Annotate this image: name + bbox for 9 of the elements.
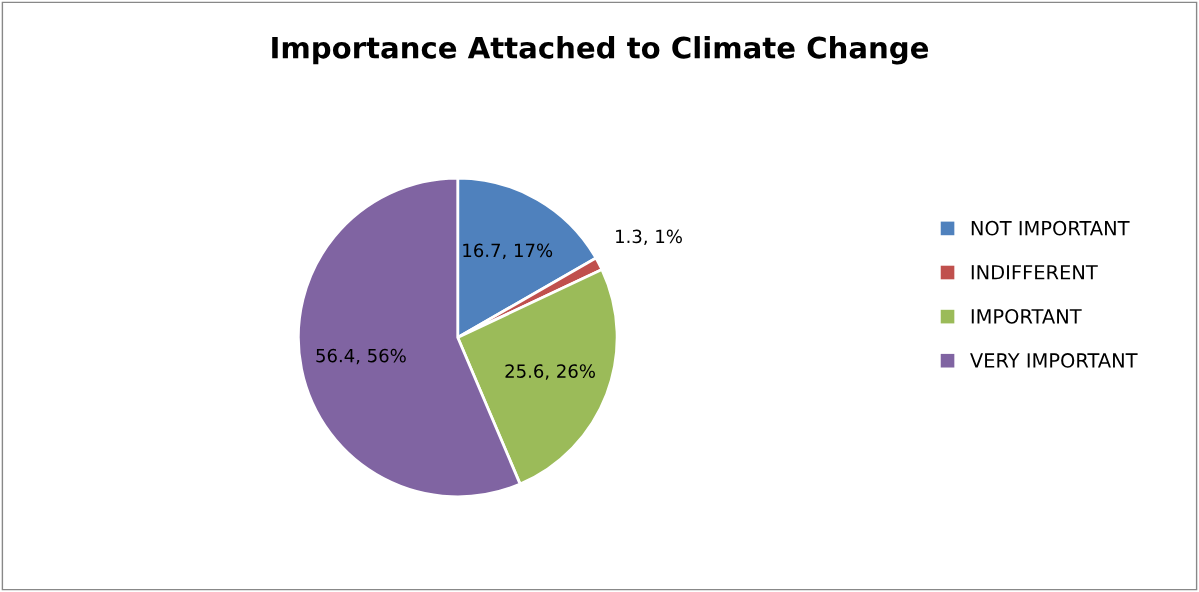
data-label: 16.7, 17% <box>463 243 553 259</box>
legend-label: IMPORTANT <box>971 308 1082 324</box>
legend-label: INDIFFERENT <box>971 265 1098 280</box>
chart-title: Importance Attached to Climate Change <box>272 36 929 65</box>
legend-label: NOT IMPORTANT <box>971 220 1130 236</box>
data-label: 56.4, 56% <box>316 348 406 365</box>
legend-label: VERY IMPORTANT <box>970 353 1138 368</box>
data-label: 1.3, 1% <box>616 229 682 246</box>
data-label: 25.6, 26% <box>505 364 595 380</box>
